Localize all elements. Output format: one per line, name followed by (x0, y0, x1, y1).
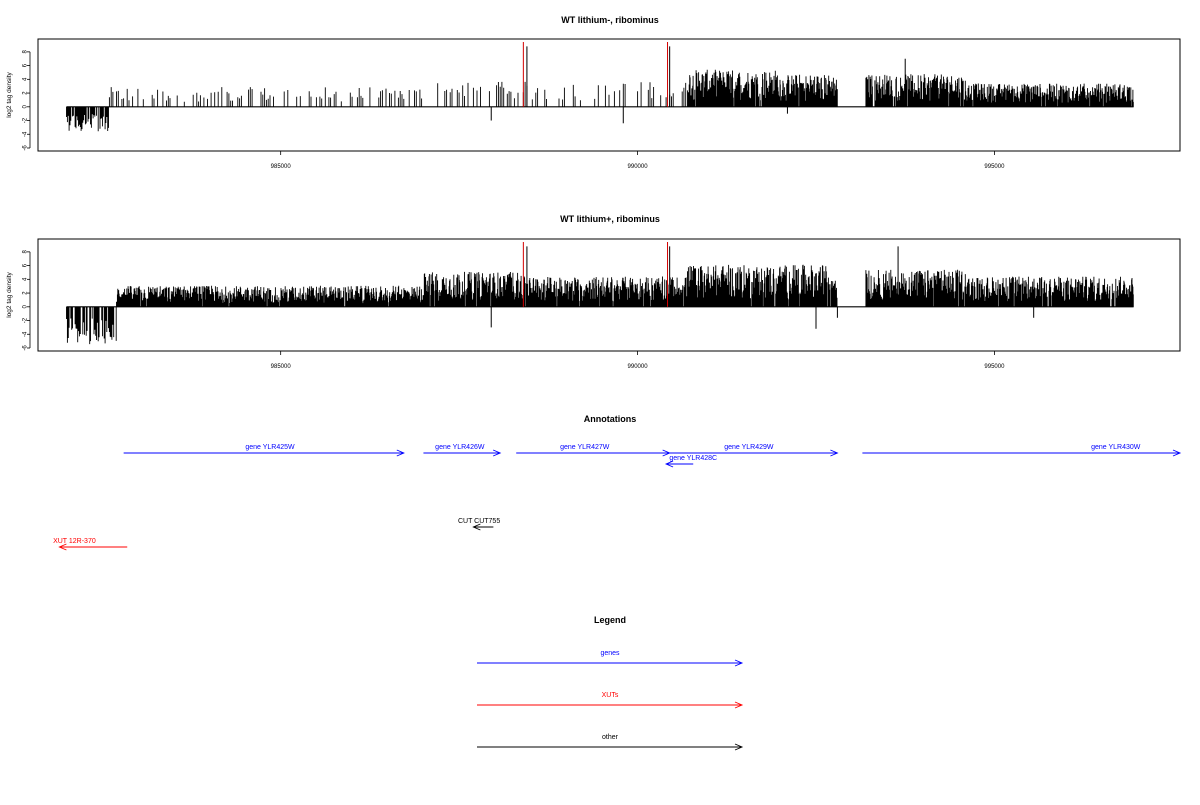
density-bars (66, 69, 1134, 132)
y-tick-label: 2 (23, 291, 29, 295)
legend-arrowhead (734, 701, 744, 709)
feature-label: gene YLR428C (669, 455, 717, 462)
y-tick-label: 8 (23, 250, 29, 254)
legend-item-xuts: XUTs (477, 692, 744, 709)
legend-items: genes XUTs other (477, 650, 744, 751)
feature-genes: gene YLR427W (516, 444, 671, 457)
strand-arrowhead (492, 449, 502, 457)
y-tick-label: -6 (23, 345, 29, 351)
x-axis: 985000 990000 995000 (271, 351, 1005, 370)
feature-xuts: XUT 12R-370 (53, 538, 128, 551)
y-tick-label: 4 (23, 277, 29, 281)
y-tick-label: 0 (23, 104, 29, 108)
feature-label: gene YLR426W (435, 444, 485, 451)
y-tick-label: 0 (23, 304, 29, 308)
feature-genes: gene YLR425W (123, 444, 405, 457)
marker-layer (522, 242, 669, 307)
feature-genes: gene YLR428C (664, 455, 717, 468)
strand-arrowhead (1172, 449, 1182, 457)
y-tick-label: -2 (23, 117, 29, 123)
y-axis: -6 -4 -2 0 2 4 6 8 (23, 250, 31, 351)
track-title: WT lithium-, ribominus (561, 15, 659, 25)
bar-layer (66, 246, 1134, 345)
y-tick-label: 6 (23, 263, 29, 267)
legend-arrowhead (734, 659, 744, 667)
track-title: WT lithium+, ribominus (560, 214, 660, 224)
feature-layer: gene YLR425W gene YLR426W gene YLR427W gene… (53, 444, 1182, 551)
feature-label: XUT 12R-370 (53, 538, 96, 545)
feature-label: gene YLR430W (1091, 444, 1141, 451)
annotations-panel: Annotations gene YLR425W gene YLR426W gene… (53, 414, 1182, 551)
bar-layer (66, 46, 1134, 132)
feature-label: CUT CUT755 (458, 518, 500, 525)
y-tick-label: -4 (23, 131, 29, 137)
plot-frame (37, 38, 1181, 152)
y-tick-label: 4 (23, 77, 29, 81)
legend-panel: Legend genes XUTs other (477, 615, 744, 751)
legend-title: Legend (594, 615, 626, 625)
x-axis: 985000 990000 995000 (271, 151, 1005, 170)
feature-label: gene YLR425W (245, 444, 295, 451)
track-lithium-plus: WT lithium+, ribominus log2 tag density … (6, 214, 1181, 370)
feature-genes: gene YLR429W (669, 444, 839, 457)
track-lithium-minus: WT lithium-, ribominus log2 tag density … (6, 15, 1181, 170)
legend-item-other: other (477, 734, 744, 751)
marker-layer (522, 42, 669, 107)
y-axis-label: log2 tag density (6, 271, 13, 317)
annotations-title: Annotations (584, 414, 637, 424)
strand-arrowhead (396, 449, 405, 457)
y-axis: -6 -4 -2 0 2 4 6 8 (23, 50, 31, 151)
x-tick-label: 995000 (984, 364, 1005, 370)
feature-label: gene YLR427W (560, 444, 610, 451)
x-tick-label: 995000 (984, 164, 1005, 170)
x-tick-label: 985000 (271, 364, 292, 370)
y-tick-label: -6 (23, 145, 29, 151)
feature-genes: gene YLR426W (423, 444, 502, 457)
strand-arrowhead (830, 449, 839, 457)
y-tick-label: -4 (23, 331, 29, 337)
legend-item-genes: genes (477, 650, 744, 667)
y-tick-label: 2 (23, 91, 29, 95)
x-tick-label: 990000 (628, 364, 649, 370)
y-axis-label: log2 tag density (6, 71, 13, 117)
strand-arrowhead (58, 543, 67, 551)
plot-frame (37, 238, 1181, 352)
y-tick-label: 8 (23, 50, 29, 54)
feature-genes: gene YLR430W (862, 444, 1182, 457)
feature-label: gene YLR429W (724, 444, 774, 451)
strand-arrowhead (472, 523, 481, 531)
legend-label: other (602, 734, 619, 741)
y-tick-label: 6 (23, 63, 29, 67)
legend-label: XUTs (602, 692, 619, 699)
strand-arrowhead (664, 460, 674, 468)
x-tick-label: 985000 (271, 164, 292, 170)
feature-other: CUT CUT755 (458, 518, 500, 531)
y-tick-label: -2 (23, 317, 29, 323)
x-tick-label: 990000 (628, 164, 649, 170)
legend-arrowhead (734, 743, 744, 751)
legend-label: genes (600, 650, 620, 657)
density-bars (66, 264, 1134, 345)
